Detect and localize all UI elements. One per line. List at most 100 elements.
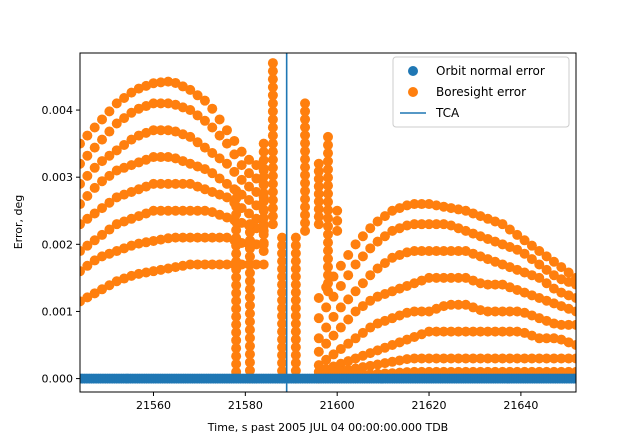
boresight-point	[231, 319, 242, 330]
boresight-point	[97, 156, 108, 167]
boresight-point	[177, 205, 188, 216]
boresight-point	[453, 272, 464, 283]
boresight-point	[343, 314, 354, 325]
boresight-point	[328, 349, 339, 360]
boresight-point	[350, 306, 361, 317]
boresight-point	[300, 201, 311, 212]
series-boresight-error	[80, 58, 576, 384]
boresight-point	[214, 114, 225, 125]
boresight-point	[409, 306, 420, 317]
boresight-point	[343, 250, 354, 261]
boresight-point	[335, 302, 346, 313]
boresight-point	[277, 271, 288, 282]
boresight-point	[80, 138, 85, 149]
legend-marker-orbit-normal	[408, 66, 418, 76]
boresight-point	[244, 208, 255, 219]
boresight-point	[300, 194, 311, 204]
boresight-point	[357, 301, 368, 312]
boresight-point	[313, 333, 324, 344]
boresight-point	[323, 237, 333, 248]
boresight-point	[482, 353, 493, 364]
boresight-point	[258, 155, 269, 166]
boresight-point	[231, 225, 242, 236]
boresight-point	[335, 280, 346, 291]
boresight-point	[563, 353, 574, 364]
boresight-point	[258, 146, 269, 157]
y-tick-label: 0.004	[42, 104, 74, 117]
boresight-point	[214, 173, 225, 184]
boresight-point	[323, 278, 333, 289]
boresight-point	[244, 332, 255, 343]
boresight-point	[438, 246, 449, 257]
boresight-point	[231, 240, 242, 251]
boresight-point	[277, 334, 288, 345]
boresight-point	[512, 244, 523, 255]
boresight-point	[231, 232, 242, 243]
boresight-point	[534, 246, 545, 257]
boresight-point	[244, 365, 255, 376]
boresight-point	[548, 283, 559, 294]
boresight-point	[409, 353, 420, 364]
boresight-point	[446, 246, 457, 257]
boresight-point	[97, 284, 108, 295]
series-orbit-normal-error	[80, 373, 576, 384]
boresight-point	[534, 272, 545, 283]
boresight-point	[207, 148, 218, 159]
boresight-point	[290, 303, 301, 314]
boresight-point	[170, 178, 181, 189]
boresight-point	[148, 98, 159, 109]
boresight-point	[89, 235, 100, 246]
boresight-point	[231, 193, 242, 204]
boresight-point	[251, 200, 262, 211]
boresight-point	[251, 186, 262, 197]
boresight-point	[541, 333, 552, 344]
boresight-point	[207, 122, 218, 133]
boresight-point	[231, 343, 242, 354]
x-tick-label: 21580	[228, 399, 263, 412]
boresight-point	[267, 82, 278, 93]
boresight-point	[313, 293, 324, 304]
boresight-point	[258, 221, 269, 232]
boresight-point	[497, 353, 508, 364]
boresight-point	[446, 326, 457, 337]
boresight-point	[332, 205, 343, 216]
boresight-point	[267, 195, 278, 206]
boresight-point	[267, 170, 278, 181]
boresight-point	[300, 186, 311, 197]
boresight-point	[372, 236, 383, 247]
boresight-point	[277, 342, 288, 353]
boresight-point	[313, 313, 324, 324]
boresight-point	[89, 122, 100, 133]
boresight-point	[104, 224, 115, 235]
boresight-point	[258, 171, 269, 182]
boresight-point	[155, 125, 166, 136]
boresight-point	[290, 271, 301, 282]
boresight-point	[214, 153, 225, 164]
boresight-point	[97, 134, 108, 145]
boresight-point	[313, 166, 324, 177]
boresight-point	[192, 232, 203, 243]
plot-frame	[79, 52, 577, 393]
boresight-point	[185, 84, 196, 95]
boresight-point	[323, 140, 333, 151]
boresight-point	[300, 209, 311, 220]
boresight-point	[82, 170, 93, 181]
boresight-point	[231, 185, 242, 196]
boresight-point	[104, 150, 115, 161]
boresight-point	[277, 310, 288, 321]
boresight-point	[323, 229, 333, 240]
boresight-point	[323, 205, 333, 216]
legend: Orbit normal error Boresight error TCA	[392, 56, 570, 128]
boresight-point	[277, 318, 288, 329]
boresight-point	[290, 342, 301, 353]
boresight-point	[277, 263, 288, 274]
boresight-point	[148, 178, 159, 189]
boresight-point	[192, 137, 203, 148]
boresight-point	[267, 146, 278, 157]
boresight-point	[244, 324, 255, 335]
boresight-point	[571, 279, 576, 290]
boresight-point	[453, 353, 464, 364]
boresight-point	[267, 74, 278, 85]
boresight-point	[504, 306, 515, 317]
boresight-point	[231, 358, 242, 369]
